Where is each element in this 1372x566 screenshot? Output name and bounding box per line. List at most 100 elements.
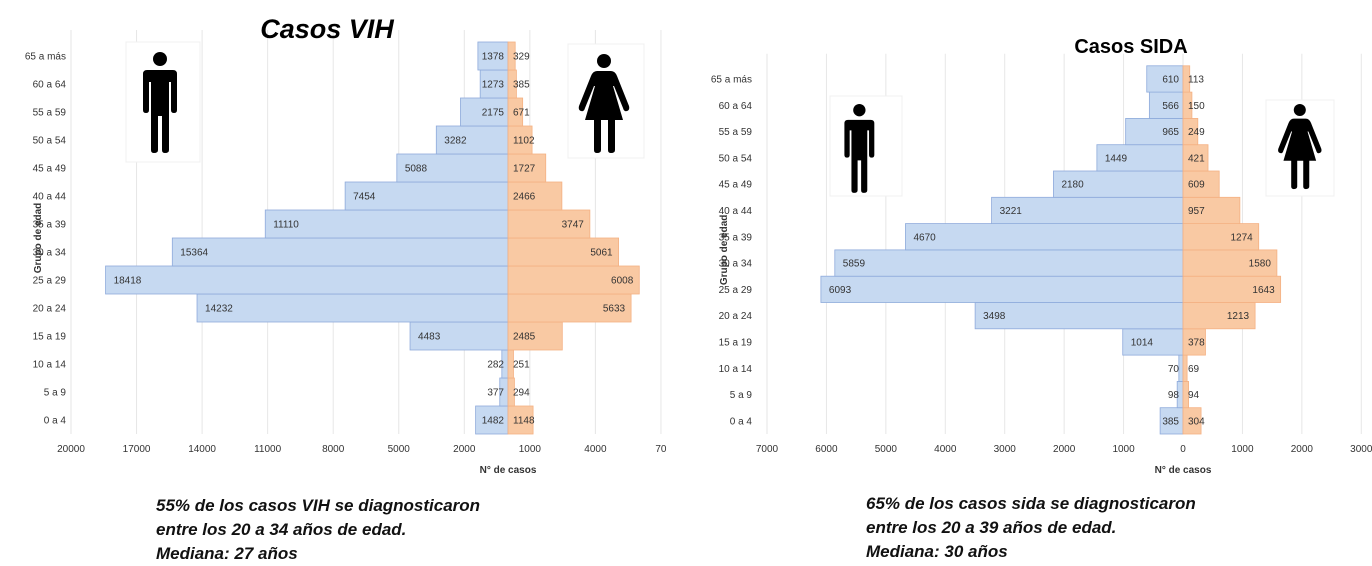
- male-value-label: 1014: [1131, 337, 1154, 348]
- sida-pyramid-chart: 7000 6000 5000 4000 3000 2000 1000 0 1000 2000 300…: [711, 36, 1372, 476]
- female-value-label: 609: [1188, 180, 1205, 191]
- woman-icon: [578, 54, 630, 153]
- female-bar: [1182, 196, 1241, 225]
- man-icon: [844, 104, 875, 193]
- female-bar: [1182, 223, 1260, 251]
- male-value-label: 1273: [482, 80, 505, 91]
- male-bar: [435, 125, 509, 155]
- male-value-label: 4670: [913, 232, 936, 243]
- male-bar: [834, 249, 1184, 277]
- male-value-label: 377: [487, 388, 504, 399]
- female-bar: [1182, 170, 1220, 198]
- female-value-label: 1274: [1230, 232, 1253, 243]
- male-value-label: 5859: [843, 259, 866, 270]
- female-value-label: 249: [1188, 127, 1205, 138]
- female-value-label: 294: [513, 388, 530, 399]
- y-axis-label: Grupo de edad: [719, 215, 730, 286]
- female-bar: [507, 41, 516, 71]
- female-bar: [507, 125, 533, 155]
- male-value-label: 7454: [353, 192, 376, 203]
- female-value-label: 1213: [1227, 311, 1250, 322]
- x-tick-label: 6000: [815, 444, 838, 455]
- x-axis-label: N° de casos: [480, 465, 537, 476]
- x-tick-label: 2000: [453, 444, 476, 455]
- male-bar: [460, 97, 509, 127]
- category-label: 65 a más: [711, 74, 752, 85]
- female-value-label: 378: [1188, 337, 1205, 348]
- category-label: 30 a 34: [719, 259, 753, 270]
- male-bar: [171, 237, 509, 267]
- category-label: 10 a 14: [719, 364, 753, 375]
- x-tick-label: 17000: [123, 444, 151, 455]
- male-value-label: 5088: [405, 164, 428, 175]
- female-value-label: 2466: [513, 192, 536, 203]
- category-label: 35 a 39: [33, 220, 67, 231]
- male-bar: [264, 209, 509, 239]
- female-value-label: 2485: [513, 332, 536, 343]
- male-bar: [1122, 328, 1184, 356]
- vih-caption: 55% de los casos VIH se diagnosticaron e…: [156, 494, 480, 566]
- category-label: 5 a 9: [44, 388, 67, 399]
- male-value-label: 385: [1162, 416, 1179, 427]
- female-value-label: 1727: [513, 164, 536, 175]
- x-tick-label: 2000: [1053, 444, 1076, 455]
- x-tick-label: 4000: [934, 444, 957, 455]
- vih-pyramid-chart: 20000 17000 14000 11000 8000 5000 2000 1000 4000…: [25, 14, 667, 476]
- x-tick-label: 14000: [188, 444, 216, 455]
- male-bar: [105, 265, 509, 295]
- category-label: 40 a 44: [33, 192, 67, 203]
- female-value-label: 421: [1188, 153, 1205, 164]
- female-value-label: 671: [513, 108, 530, 119]
- category-label: 65 a más: [25, 52, 66, 63]
- female-value-label: 69: [1188, 364, 1200, 375]
- male-value-label: 282: [487, 360, 504, 371]
- female-value-label: 304: [1188, 416, 1205, 427]
- man-icon-head: [853, 104, 866, 117]
- male-bar: [1096, 144, 1184, 172]
- male-value-label: 98: [1168, 390, 1180, 401]
- female-value-label: 113: [1188, 74, 1204, 85]
- female-bar: [1182, 249, 1278, 277]
- x-tick-label: 2000: [1291, 444, 1314, 455]
- sida-caption-line: 65% de los casos sida se diagnosticaron: [866, 494, 1196, 513]
- male-value-label: 610: [1162, 74, 1179, 85]
- category-label: 20 a 24: [33, 304, 67, 315]
- category-label: 5 a 9: [730, 390, 753, 401]
- x-tick-label: 20000: [57, 444, 85, 455]
- chart-title: Casos VIH: [260, 14, 394, 44]
- male-value-label: 1378: [482, 52, 505, 63]
- category-label: 0 a 4: [730, 416, 753, 427]
- x-tick-label: 1000: [1231, 444, 1254, 455]
- chart-title: Casos SIDA: [1074, 36, 1187, 58]
- female-value-label: 1580: [1249, 259, 1272, 270]
- woman-icon-body: [1278, 118, 1322, 190]
- male-value-label: 1482: [482, 416, 505, 427]
- male-bar: [820, 275, 1184, 303]
- x-tick-label: 11000: [254, 444, 282, 455]
- female-value-label: 94: [1188, 390, 1200, 401]
- x-tick-label: 8000: [322, 444, 345, 455]
- male-value-label: 3282: [444, 136, 467, 147]
- female-value-label: 1148: [513, 416, 535, 427]
- y-axis-label: Grupo de edad: [33, 203, 44, 274]
- category-label: 30 a 34: [33, 248, 67, 259]
- woman-icon: [1278, 104, 1322, 190]
- category-label: 50 a 54: [33, 136, 67, 147]
- woman-icon-body: [578, 71, 630, 153]
- male-bar: [974, 302, 1184, 330]
- female-bar: [1182, 65, 1191, 93]
- male-bar: [1178, 354, 1184, 382]
- male-bar: [905, 223, 1184, 251]
- female-bar: [507, 405, 534, 435]
- female-value-label: 251: [513, 360, 530, 371]
- female-bar: [507, 209, 591, 239]
- male-value-label: 566: [1162, 101, 1179, 112]
- female-value-label: 1102: [513, 136, 535, 147]
- female-value-label: 957: [1188, 206, 1205, 217]
- x-tick-label: 0: [1180, 444, 1186, 455]
- category-label: 55 a 59: [33, 108, 67, 119]
- category-label: 15 a 19: [33, 332, 67, 343]
- male-value-label: 1449: [1105, 153, 1128, 164]
- male-value-label: 18418: [114, 276, 142, 287]
- category-label: 15 a 19: [719, 337, 753, 348]
